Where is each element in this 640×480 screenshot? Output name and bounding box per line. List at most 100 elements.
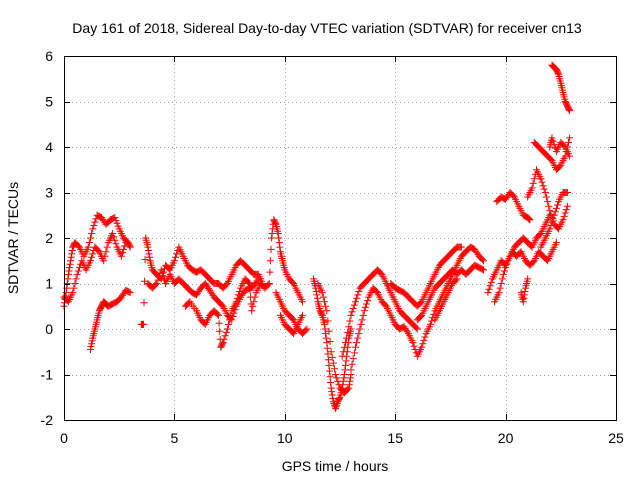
- data-point: [266, 257, 274, 265]
- data-point: [244, 278, 252, 286]
- y-axis-label: SDTVAR / TECUs: [5, 182, 21, 294]
- data-point: [221, 332, 229, 340]
- data-point: [346, 377, 354, 385]
- data-point: [233, 294, 241, 302]
- data-point: [499, 270, 507, 278]
- data-point: [335, 381, 343, 389]
- data-point: [121, 242, 129, 250]
- data-point: [452, 276, 460, 284]
- data-point: [88, 340, 96, 348]
- y-tick-label: -1: [41, 367, 54, 383]
- data-point: [64, 270, 72, 278]
- data-point: [120, 245, 128, 253]
- y-tick-labels: -2 -1 0 1 2 3 4 5 6: [41, 48, 54, 428]
- data-point: [268, 230, 276, 237]
- data-point: [119, 249, 126, 257]
- data-point: [352, 343, 359, 351]
- data-point: [265, 280, 273, 287]
- data-point: [152, 281, 160, 289]
- data-point: [216, 327, 224, 335]
- data-point: [264, 281, 272, 289]
- data-point: [550, 211, 558, 219]
- data-point: [87, 234, 94, 242]
- data-point: [266, 268, 274, 276]
- data-point: [323, 344, 331, 352]
- data-point: [102, 248, 110, 256]
- data-point: [364, 297, 372, 305]
- chart-title: Day 161 of 2018, Sidereal Day-to-day VTE…: [72, 20, 582, 36]
- data-point: [412, 324, 420, 332]
- data-point: [254, 275, 262, 283]
- data-point: [342, 339, 349, 347]
- data-point: [348, 308, 356, 316]
- data-point: [551, 208, 559, 216]
- x-tick-label: 15: [387, 430, 403, 446]
- data-point: [299, 298, 306, 306]
- axis-ticks: [64, 56, 617, 421]
- data-point: [359, 311, 367, 319]
- data-point: [158, 269, 166, 277]
- data-point: [487, 278, 495, 286]
- data-point: [251, 293, 259, 301]
- data-point: [478, 265, 486, 273]
- data-point: [502, 264, 510, 272]
- data-point: [267, 245, 275, 253]
- data-point: [354, 291, 362, 299]
- data-point: [322, 334, 330, 342]
- data-point: [554, 201, 561, 209]
- data-point: [332, 371, 340, 378]
- data-point: [562, 206, 570, 214]
- data-point: [552, 204, 560, 212]
- data-point: [157, 266, 165, 274]
- data-point: [334, 377, 342, 385]
- data-point: [453, 275, 461, 283]
- data-point: [344, 328, 352, 336]
- data-point: [413, 325, 421, 333]
- data-point: [153, 280, 161, 287]
- data-point: [318, 289, 326, 297]
- data-point: [84, 243, 92, 251]
- data-point: [410, 342, 418, 350]
- data-point: [521, 288, 529, 295]
- data-point: [563, 202, 571, 210]
- data-point: [480, 257, 487, 265]
- data-point: [328, 388, 336, 396]
- data-point: [547, 222, 555, 229]
- data-point: [344, 385, 352, 393]
- data-point: [88, 230, 96, 237]
- data-point: [547, 210, 555, 218]
- data-point: [101, 252, 109, 260]
- data-point: [236, 288, 243, 295]
- data-point: [347, 311, 355, 319]
- data-point: [328, 353, 336, 361]
- data-point: [552, 239, 560, 247]
- data-point: [353, 294, 361, 302]
- data-point: [219, 339, 227, 347]
- data-point: [126, 289, 134, 297]
- data-point: [335, 394, 343, 402]
- data-point: [249, 302, 257, 310]
- y-tick-label: 6: [45, 48, 53, 64]
- data-point: [329, 359, 337, 367]
- data-point: [346, 317, 354, 325]
- data-point: [144, 243, 152, 251]
- data-point: [109, 230, 117, 237]
- data-point: [140, 299, 148, 307]
- data-point: [403, 328, 411, 336]
- data-point: [327, 379, 335, 386]
- data-point: [215, 319, 223, 327]
- data-point: [234, 291, 242, 299]
- data-point: [345, 384, 353, 392]
- data-point: [324, 356, 332, 364]
- data-point: [246, 286, 254, 294]
- data-point: [232, 298, 240, 306]
- data-point: [526, 216, 534, 224]
- y-tick-label: 1: [45, 276, 53, 292]
- data-point: [333, 374, 341, 382]
- data-point: [347, 366, 355, 374]
- data-point: [537, 175, 545, 183]
- data-point: [111, 214, 119, 221]
- data-point: [322, 302, 330, 310]
- data-point: [70, 284, 78, 292]
